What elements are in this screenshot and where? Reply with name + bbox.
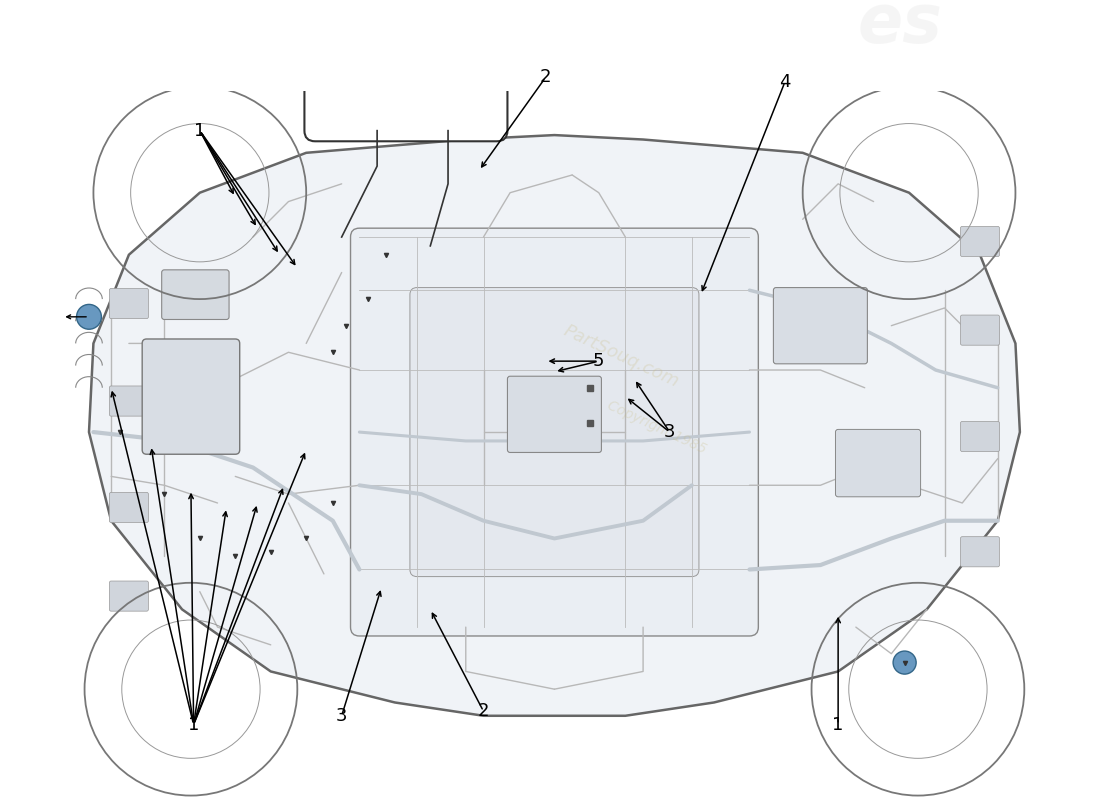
FancyBboxPatch shape: [410, 287, 698, 577]
FancyBboxPatch shape: [109, 386, 148, 416]
Text: 1: 1: [188, 716, 199, 734]
FancyBboxPatch shape: [109, 492, 148, 522]
Ellipse shape: [370, 22, 385, 48]
FancyBboxPatch shape: [109, 289, 148, 318]
FancyBboxPatch shape: [444, 40, 470, 81]
FancyBboxPatch shape: [351, 228, 758, 636]
FancyBboxPatch shape: [359, 64, 396, 89]
Text: 2: 2: [477, 702, 490, 720]
FancyBboxPatch shape: [162, 270, 229, 319]
FancyBboxPatch shape: [836, 430, 921, 497]
FancyBboxPatch shape: [507, 376, 602, 453]
FancyBboxPatch shape: [436, 31, 478, 46]
FancyBboxPatch shape: [352, 5, 402, 72]
Text: 2: 2: [540, 69, 551, 86]
FancyBboxPatch shape: [960, 315, 1000, 345]
FancyBboxPatch shape: [960, 226, 1000, 257]
FancyBboxPatch shape: [305, 0, 507, 142]
Circle shape: [893, 651, 916, 674]
Text: 5: 5: [593, 352, 605, 370]
FancyBboxPatch shape: [773, 287, 868, 364]
FancyBboxPatch shape: [142, 339, 240, 454]
Text: 3: 3: [664, 423, 675, 441]
Text: 1: 1: [833, 716, 844, 734]
PathPatch shape: [89, 135, 1020, 716]
Text: es: es: [858, 0, 943, 58]
FancyBboxPatch shape: [960, 537, 1000, 567]
Text: 1: 1: [194, 122, 206, 140]
FancyBboxPatch shape: [960, 422, 1000, 451]
FancyBboxPatch shape: [425, 0, 490, 39]
Circle shape: [77, 305, 101, 330]
Text: 4: 4: [779, 73, 791, 91]
Text: 3: 3: [336, 706, 348, 725]
Text: Copyright 1985: Copyright 1985: [605, 398, 708, 457]
FancyBboxPatch shape: [366, 5, 388, 17]
Text: PartSouq.com: PartSouq.com: [560, 322, 682, 391]
FancyBboxPatch shape: [339, 26, 360, 54]
FancyBboxPatch shape: [109, 581, 148, 611]
